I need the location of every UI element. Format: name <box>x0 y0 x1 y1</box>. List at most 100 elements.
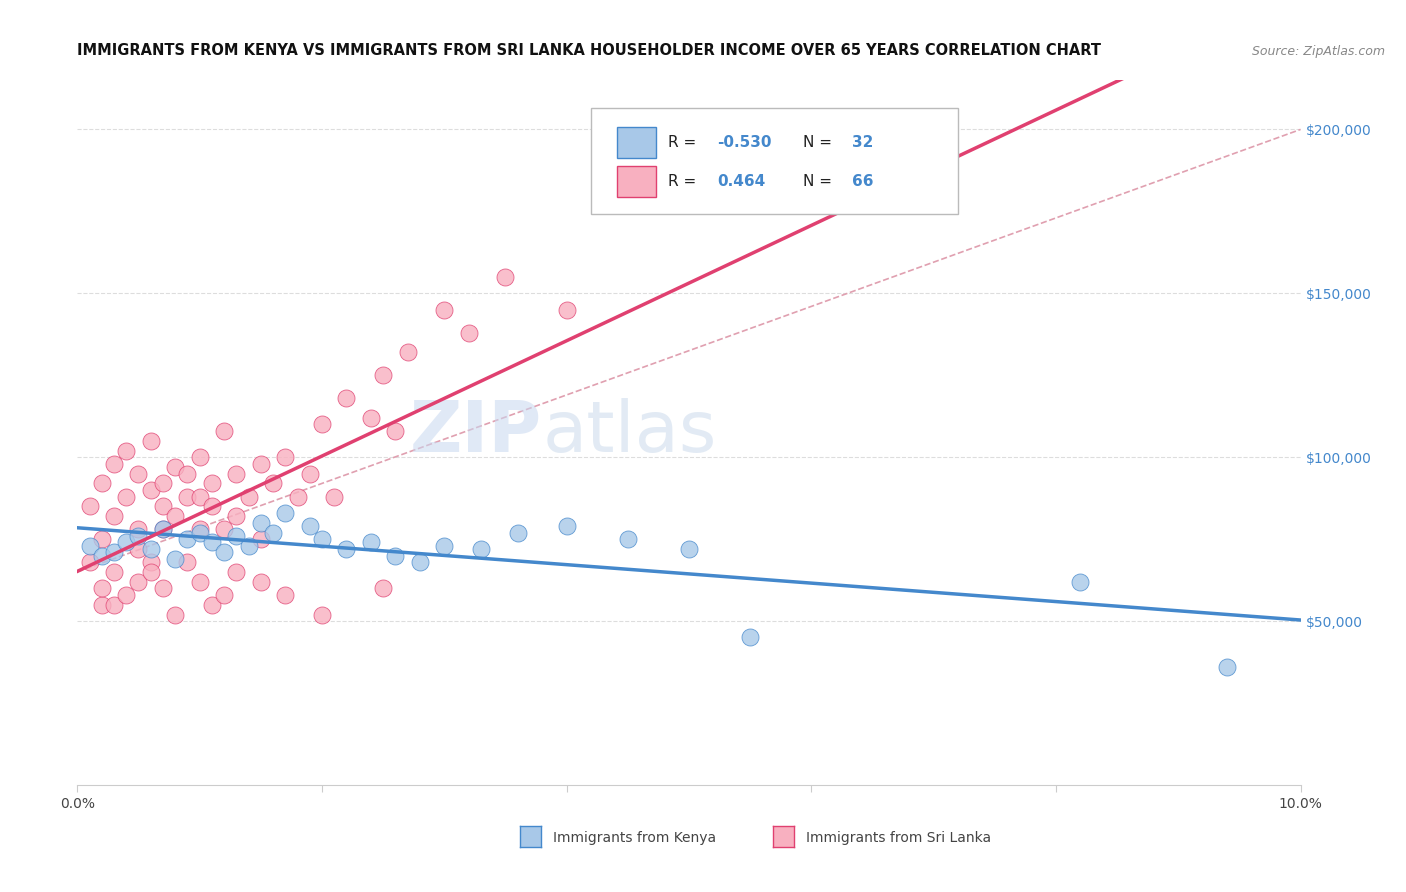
Point <box>165 460 187 475</box>
Point <box>250 516 273 530</box>
Point <box>188 450 211 465</box>
Point <box>225 509 247 524</box>
FancyBboxPatch shape <box>617 166 657 197</box>
Point <box>384 549 406 563</box>
FancyBboxPatch shape <box>591 109 957 214</box>
Point <box>495 269 517 284</box>
Point <box>201 500 224 514</box>
Point <box>128 467 150 481</box>
Point <box>287 490 309 504</box>
Point <box>555 519 578 533</box>
Point <box>212 545 235 559</box>
Point <box>152 500 174 514</box>
Point <box>103 457 125 471</box>
Text: 32: 32 <box>852 135 873 150</box>
Point <box>152 522 174 536</box>
Point <box>103 545 125 559</box>
Point <box>250 532 273 546</box>
Point <box>457 326 479 340</box>
Point <box>311 417 333 432</box>
Text: atlas: atlas <box>543 398 717 467</box>
Point <box>188 525 211 540</box>
Point <box>176 490 198 504</box>
Point <box>212 424 235 438</box>
Point <box>274 450 297 465</box>
Point <box>201 535 224 549</box>
Point <box>384 424 406 438</box>
Point <box>103 509 125 524</box>
Point <box>250 457 273 471</box>
Point <box>298 519 321 533</box>
Point <box>360 410 382 425</box>
Point <box>433 539 456 553</box>
Point <box>238 490 260 504</box>
Point <box>152 582 174 596</box>
Point <box>555 302 578 317</box>
Point <box>90 476 112 491</box>
Text: -0.530: -0.530 <box>717 135 772 150</box>
Point <box>678 541 700 556</box>
Text: N =: N = <box>803 135 837 150</box>
Point <box>740 631 762 645</box>
Point <box>115 535 138 549</box>
Point <box>103 565 125 579</box>
Point <box>79 500 101 514</box>
Point <box>79 555 101 569</box>
Point <box>371 368 394 383</box>
Point <box>103 598 125 612</box>
Point <box>79 539 101 553</box>
Text: Immigrants from Kenya: Immigrants from Kenya <box>553 831 716 846</box>
Point <box>323 490 346 504</box>
Text: IMMIGRANTS FROM KENYA VS IMMIGRANTS FROM SRI LANKA HOUSEHOLDER INCOME OVER 65 YE: IMMIGRANTS FROM KENYA VS IMMIGRANTS FROM… <box>77 43 1101 58</box>
Point <box>298 467 321 481</box>
Point <box>1069 574 1091 589</box>
Point <box>90 582 112 596</box>
Point <box>250 574 273 589</box>
Text: R =: R = <box>668 174 702 188</box>
Point <box>139 565 162 579</box>
Text: 0.464: 0.464 <box>717 174 765 188</box>
Point <box>433 302 456 317</box>
Point <box>188 490 211 504</box>
Point <box>225 529 247 543</box>
Point <box>165 551 187 566</box>
Point <box>176 532 198 546</box>
Text: R =: R = <box>668 135 702 150</box>
Text: Immigrants from Sri Lanka: Immigrants from Sri Lanka <box>806 831 991 846</box>
Point <box>201 476 224 491</box>
Point <box>139 555 162 569</box>
Point <box>506 525 529 540</box>
Point <box>409 555 432 569</box>
Point <box>176 555 198 569</box>
Point <box>90 532 112 546</box>
Point <box>262 476 284 491</box>
Point <box>90 549 112 563</box>
Point <box>139 434 162 448</box>
Point <box>371 582 394 596</box>
Point <box>115 443 138 458</box>
Point <box>311 607 333 622</box>
Point <box>212 588 235 602</box>
Point <box>128 522 150 536</box>
Point <box>90 598 112 612</box>
Point <box>225 467 247 481</box>
Point <box>128 529 150 543</box>
Point <box>188 522 211 536</box>
Text: ZIP: ZIP <box>411 398 543 467</box>
Point <box>212 522 235 536</box>
Point <box>139 483 162 497</box>
Point <box>201 598 224 612</box>
Point <box>128 541 150 556</box>
FancyBboxPatch shape <box>617 128 657 159</box>
Point <box>139 541 162 556</box>
Text: 66: 66 <box>852 174 873 188</box>
Point <box>617 532 640 546</box>
Point <box>311 532 333 546</box>
Point <box>115 588 138 602</box>
Point <box>176 467 198 481</box>
Text: N =: N = <box>803 174 837 188</box>
Point <box>360 535 382 549</box>
Point <box>165 509 187 524</box>
Point <box>1216 660 1239 674</box>
Point <box>115 490 138 504</box>
